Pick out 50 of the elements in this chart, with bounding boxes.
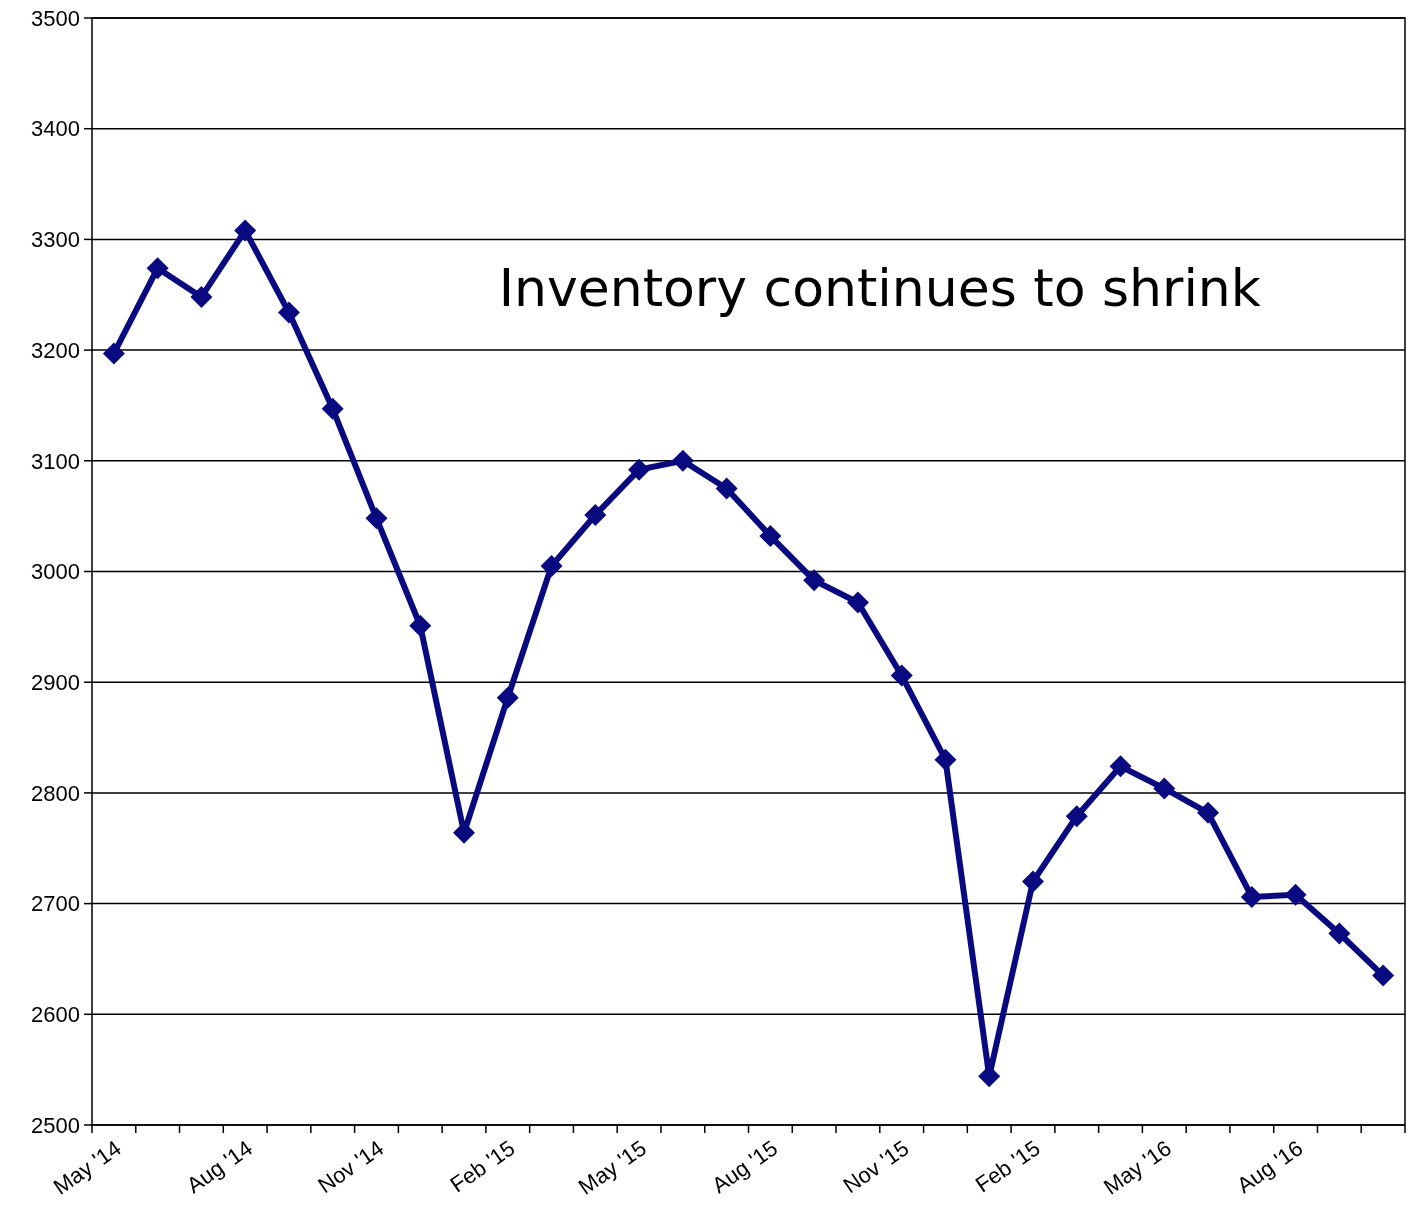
y-tick-label: 3300 — [31, 227, 80, 253]
point — [803, 569, 826, 592]
x-tick-label: Feb '15 — [445, 1135, 520, 1198]
point — [890, 664, 913, 687]
y-tick-label: 2900 — [31, 669, 80, 695]
point — [1065, 805, 1088, 828]
point — [628, 458, 651, 481]
y-tick-label: 2800 — [31, 780, 80, 806]
point — [759, 525, 782, 548]
point — [1109, 755, 1132, 778]
point — [846, 591, 869, 614]
y-tick-label: 2700 — [31, 891, 80, 917]
point — [321, 397, 344, 420]
point — [1021, 870, 1044, 893]
y-tick-label: 3100 — [31, 448, 80, 474]
y-tick-label: 3400 — [31, 116, 80, 142]
annotation: Inventory continues to shrink — [498, 257, 1261, 318]
y-tick-label: 2500 — [31, 1112, 80, 1138]
x-tick-label: Nov '14 — [313, 1135, 389, 1199]
point — [1197, 801, 1220, 824]
point — [496, 686, 519, 709]
y-tick-label: 2600 — [31, 1002, 80, 1027]
point — [1153, 777, 1176, 800]
x-tick-label: Aug '15 — [707, 1135, 783, 1199]
x-tick-label: May '16 — [1099, 1135, 1176, 1200]
point — [409, 614, 432, 637]
point — [234, 219, 257, 242]
x-tick-label: May '14 — [48, 1135, 126, 1200]
point — [277, 301, 300, 324]
x-tick-label: Aug '14 — [181, 1135, 257, 1199]
point — [146, 257, 169, 280]
point — [1240, 885, 1263, 908]
y-tick-label: 3000 — [31, 559, 80, 585]
x-tick-label: Aug '16 — [1232, 1135, 1308, 1199]
point — [102, 342, 125, 365]
point — [1328, 922, 1351, 945]
y-tick-label: 3200 — [31, 337, 80, 363]
point — [934, 748, 957, 771]
point — [540, 554, 563, 577]
point — [671, 449, 694, 472]
x-tick-label: May '15 — [573, 1135, 651, 1200]
x-tick-label: Nov '15 — [838, 1135, 914, 1199]
point — [715, 477, 738, 500]
y-tick-label: 3500 — [31, 5, 80, 31]
point — [365, 507, 388, 530]
point — [190, 285, 213, 308]
x-tick-label: Feb '15 — [970, 1135, 1045, 1198]
point — [584, 504, 607, 527]
point — [1372, 964, 1395, 987]
point — [1284, 883, 1307, 906]
